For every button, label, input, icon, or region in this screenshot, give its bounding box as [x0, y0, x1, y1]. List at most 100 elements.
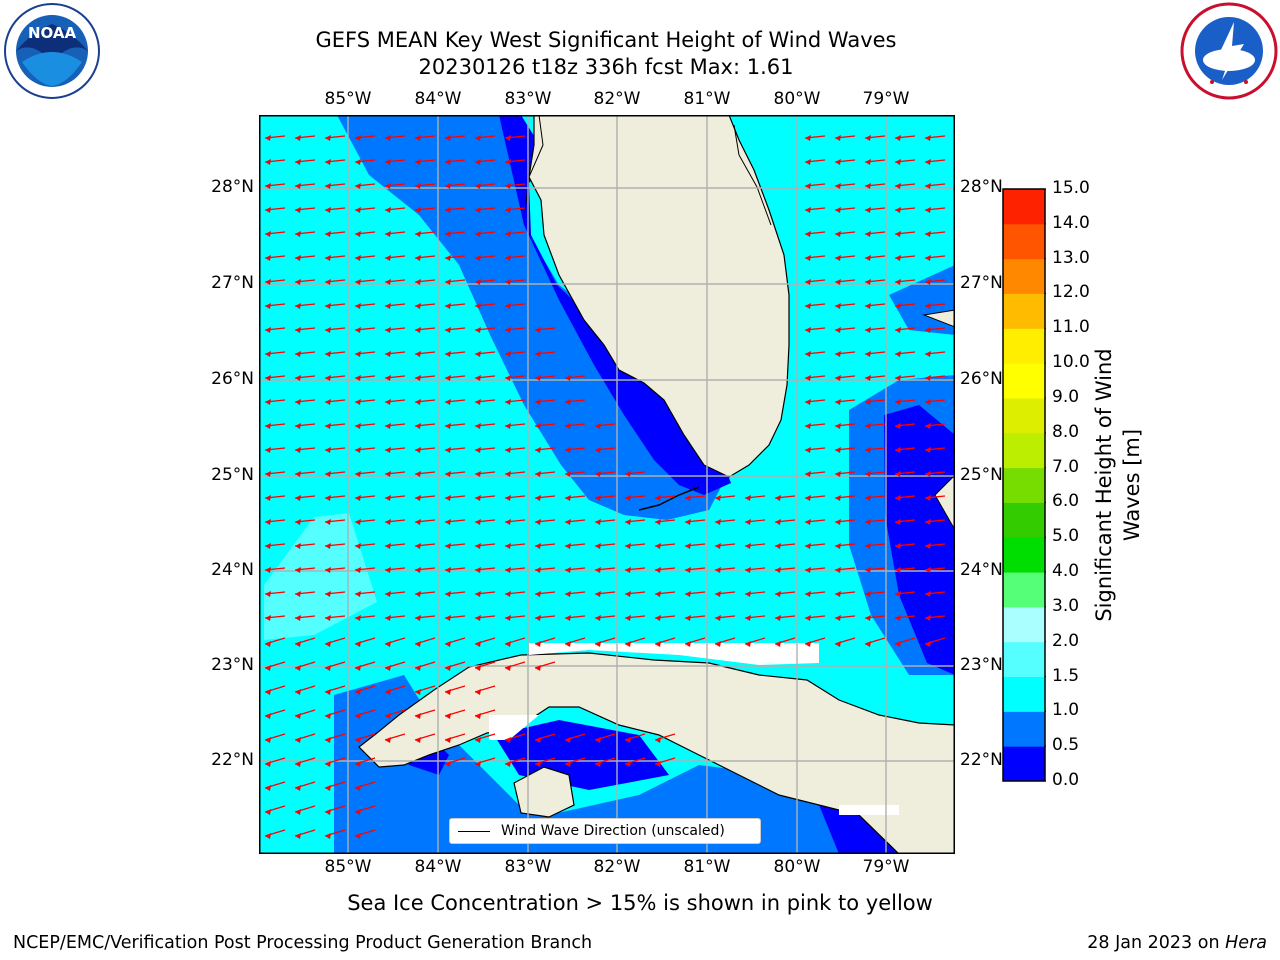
wind-arrow — [354, 183, 376, 189]
wind-arrow — [414, 303, 436, 309]
wind-arrow — [474, 757, 496, 767]
wind-arrow — [324, 327, 346, 333]
lat-label-left: 27°N — [211, 273, 254, 293]
wind-arrow — [684, 567, 706, 573]
wind-arrow — [894, 255, 916, 261]
wind-arrow — [414, 685, 436, 695]
isle-of-youth — [513, 766, 575, 818]
wind-arrow — [804, 591, 826, 597]
wind-arrow — [684, 637, 706, 647]
wind-arrow — [504, 183, 526, 189]
wind-arrow — [414, 519, 436, 525]
wind-arrow — [864, 519, 886, 525]
wind-arrow — [444, 183, 466, 189]
wind-arrow — [474, 447, 496, 453]
wind-arrow — [654, 591, 676, 597]
wind-arrow — [264, 207, 286, 213]
wind-arrow — [654, 567, 676, 573]
wind-arrow — [534, 615, 556, 621]
wind-arrow — [684, 543, 706, 549]
wind-arrow — [924, 159, 946, 165]
wind-arrow — [564, 495, 586, 501]
wind-arrow — [894, 327, 916, 333]
wind-arrow — [384, 279, 406, 285]
wind-arrow — [804, 495, 826, 501]
wind-arrow — [444, 207, 466, 213]
wind-arrow — [744, 543, 766, 549]
wind-arrow — [624, 733, 646, 743]
wind-arrow — [564, 399, 586, 405]
wind-arrow — [474, 567, 496, 573]
wind-arrow — [504, 447, 526, 453]
wind-arrow — [504, 375, 526, 381]
wind-arrow — [864, 447, 886, 453]
wind-arrow — [414, 709, 436, 719]
wind-arrow — [264, 685, 286, 695]
wind-arrow — [624, 495, 646, 501]
colorbar-segment — [1003, 258, 1045, 294]
wind-arrow — [624, 567, 646, 573]
lon-label-top: 84°W — [414, 89, 462, 109]
wind-arrow — [474, 135, 496, 141]
wind-arrow — [294, 709, 316, 719]
wind-arrow — [564, 423, 586, 429]
wind-arrow — [264, 495, 286, 501]
wind-arrow — [564, 447, 586, 453]
wind-arrow — [534, 423, 556, 429]
wind-arrow — [504, 351, 526, 357]
wind-arrow — [924, 231, 946, 237]
wind-arrow — [384, 733, 406, 743]
wind-arrow — [414, 351, 436, 357]
wind-arrow — [654, 495, 676, 501]
colorbar-segment — [1003, 641, 1045, 678]
wind-arrow — [834, 183, 856, 189]
wind-arrow — [804, 615, 826, 621]
wind-arrow — [714, 543, 736, 549]
wind-wave-map — [259, 115, 955, 854]
wind-arrow — [894, 591, 916, 597]
wind-arrow — [264, 447, 286, 453]
wind-arrow — [264, 255, 286, 261]
wind-arrow — [624, 519, 646, 525]
wind-arrow — [684, 591, 706, 597]
wind-arrow — [354, 615, 376, 621]
wind-arrow — [294, 757, 316, 767]
lon-label-top: 79°W — [862, 89, 910, 109]
colorbar-tick-label: 0.0 — [1052, 770, 1080, 790]
wind-arrow — [834, 447, 856, 453]
wind-arrow — [414, 399, 436, 405]
wind-arrow — [354, 661, 376, 671]
wind-arrow — [294, 543, 316, 549]
wind-arrow — [504, 279, 526, 285]
wind-arrow — [894, 637, 916, 647]
wind-arrow — [684, 615, 706, 621]
wind-arrow — [474, 279, 496, 285]
wind-arrow — [504, 303, 526, 309]
lat-label-right: 25°N — [960, 465, 1003, 485]
wind-arrow — [324, 495, 346, 501]
wave-contour-mid-gulf — [337, 115, 721, 520]
wind-arrow — [474, 591, 496, 597]
map-title: GEFS MEAN Key West Significant Height of… — [315, 28, 897, 52]
wind-arrow — [714, 567, 736, 573]
wind-arrow — [324, 183, 346, 189]
wind-arrow — [924, 495, 946, 501]
wind-arrow — [804, 637, 826, 647]
wind-arrow — [384, 375, 406, 381]
wind-arrow — [804, 207, 826, 213]
wind-arrow — [534, 661, 556, 671]
wind-arrow — [864, 591, 886, 597]
wind-arrow — [894, 351, 916, 357]
wind-arrow — [384, 495, 406, 501]
wind-arrow — [924, 375, 946, 381]
colorbar-segment — [1003, 746, 1045, 782]
lat-label-right: 23°N — [960, 655, 1003, 675]
wind-arrow — [444, 591, 466, 597]
wind-arrow — [354, 733, 376, 743]
wind-arrow — [924, 567, 946, 573]
footer-date-text: 28 Jan 2023 on — [1087, 933, 1220, 953]
wind-arrow — [264, 159, 286, 165]
colorbar-tick-label: 7.0 — [1052, 456, 1080, 477]
wind-arrow — [564, 543, 586, 549]
wind-arrow — [534, 375, 556, 381]
